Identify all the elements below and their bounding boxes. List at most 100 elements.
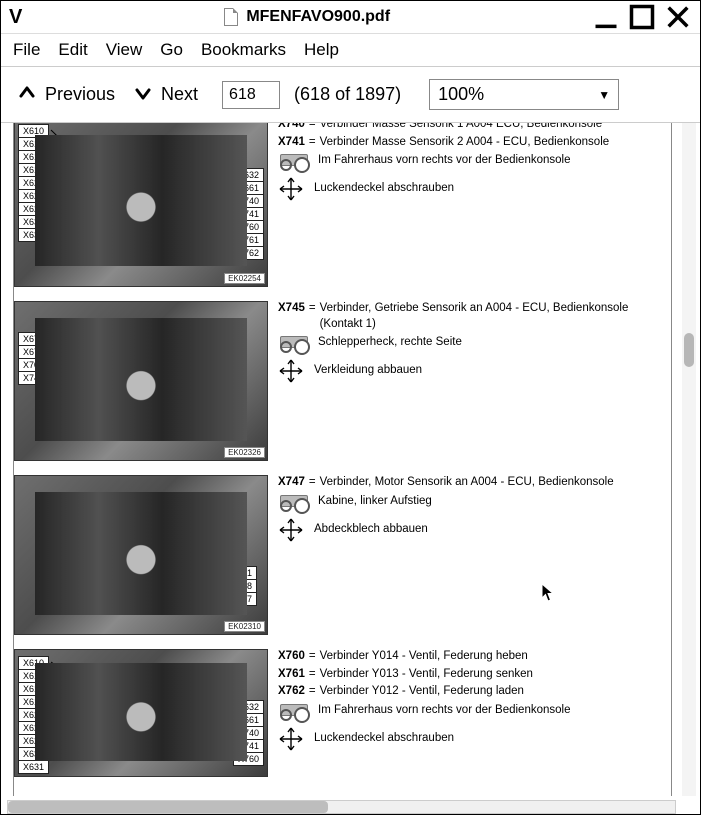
connector-row: X747=Verbinder, Motor Sensorik an A004 -…: [278, 475, 669, 491]
callout-label: X627: [18, 202, 49, 216]
callout-labels-right: X671X698X747: [226, 566, 257, 605]
callout-label: X613: [18, 682, 49, 696]
next-button[interactable]: Next: [161, 84, 198, 105]
diagram-figure: X610X611X613X619X620X621X627X630X631 X632…: [14, 649, 268, 777]
tractor-icon: [278, 152, 308, 170]
callout-label: X703: [18, 358, 49, 372]
equals-sign: =: [309, 123, 316, 133]
callout-label: X620: [18, 708, 49, 722]
callout-label: X698: [226, 579, 257, 593]
move-icon: [278, 726, 304, 752]
location-row: Kabine, linker Aufstieg: [278, 493, 669, 511]
location-row: Im Fahrerhaus vorn rechts vor der Bedien…: [278, 702, 669, 720]
connector-row: X745=Verbinder, Getriebe Sensorik an A00…: [278, 301, 669, 332]
callout-label: X740: [233, 726, 264, 740]
callout-label: X611: [18, 669, 49, 683]
close-button[interactable]: [664, 5, 692, 29]
location-text: Kabine, linker Aufstieg: [318, 494, 432, 510]
prev-icon[interactable]: [17, 84, 37, 105]
equals-sign: =: [309, 135, 316, 151]
content-entry: X676X677X703X745 EK02326 X745=Verbinder, G…: [14, 297, 671, 471]
menu-view[interactable]: View: [106, 40, 143, 60]
move-icon: [278, 517, 304, 543]
minimize-button[interactable]: [592, 5, 620, 29]
connector-desc: Verbinder Y012 - Ventil, Federung laden: [320, 684, 669, 700]
page-input[interactable]: [222, 81, 280, 109]
connector-desc: Verbinder, Motor Sensorik an A004 - ECU,…: [320, 475, 669, 491]
dropdown-caret-icon: ▼: [598, 88, 610, 102]
toolbar: Previous Next (618 of 1897) 100% ▼: [1, 67, 700, 123]
callout-label: X631: [18, 228, 49, 242]
location-row: Schlepperheck, rechte Seite: [278, 334, 669, 352]
action-text: Verkleidung abbauen: [314, 363, 422, 379]
callout-label: X631: [18, 760, 49, 774]
hscroll-thumb[interactable]: [8, 801, 328, 813]
entry-description: X760=Verbinder Y014 - Ventil, Federung h…: [278, 649, 669, 777]
callout-label: X632: [233, 168, 264, 182]
callout-label: X761: [233, 233, 264, 247]
connector-row: X741=Verbinder Masse Sensorik 2 A004 - E…: [278, 135, 669, 151]
diagram-figure: X671X698X747EK02310: [14, 475, 268, 635]
callout-label: X671: [226, 566, 257, 580]
connector-desc: Verbinder Y014 - Ventil, Federung heben: [320, 649, 669, 665]
callout-label: X621: [18, 189, 49, 203]
callout-label: X620: [18, 176, 49, 190]
callout-labels-right: X632X661X740X741X760: [233, 700, 264, 765]
callout-label: X740: [233, 194, 264, 208]
menu-help[interactable]: Help: [304, 40, 339, 60]
connector-code: X741: [278, 135, 305, 151]
connector-desc: Verbinder Y013 - Ventil, Federung senken: [320, 667, 669, 683]
tractor-icon: [278, 702, 308, 720]
action-text: Luckendeckel abschrauben: [314, 181, 454, 197]
figure-id: EK02326: [224, 447, 265, 458]
callout-label: X745: [18, 371, 49, 385]
callout-label: X760: [233, 220, 264, 234]
equals-sign: =: [309, 475, 316, 491]
tractor-icon: [278, 334, 308, 352]
diagram-figure: X610X611X613X619X620X621X627X630X631X632…: [14, 123, 268, 287]
maximize-button[interactable]: [628, 5, 656, 29]
vscroll-thumb[interactable]: [684, 333, 694, 367]
vertical-scrollbar[interactable]: [682, 123, 696, 796]
callout-label: X627: [18, 734, 49, 748]
content-entry: X610X611X613X619X620X621X627X630X631 X632…: [14, 645, 671, 787]
connector-desc: Verbinder Masse Sensorik 1 A004 ECU, Bed…: [320, 123, 669, 133]
zoom-select[interactable]: 100% ▼: [429, 79, 619, 110]
callout-label: X760: [233, 752, 264, 766]
content-entry: X671X698X747EK02310X747=Verbinder, Motor…: [14, 471, 671, 645]
callout-label: X747: [226, 592, 257, 606]
connector-code: X760: [278, 649, 305, 665]
connector-code: X747: [278, 475, 305, 491]
location-row: Im Fahrerhaus vorn rechts vor der Bedien…: [278, 152, 669, 170]
callout-label: X676: [18, 332, 49, 346]
menu-file[interactable]: File: [13, 40, 40, 60]
prev-button[interactable]: Previous: [45, 84, 115, 105]
location-text: Schlepperheck, rechte Seite: [318, 335, 462, 351]
callout-labels-left: X610X611X613X619X620X621X627X630X631: [18, 656, 49, 773]
callout-labels-left: X676X677X703X745: [18, 332, 49, 384]
app-icon: V: [9, 6, 22, 29]
callout-label: X677: [18, 345, 49, 359]
action-row: Luckendeckel abschrauben: [278, 176, 669, 202]
horizontal-scrollbar[interactable]: [7, 800, 676, 814]
connector-desc: Verbinder Masse Sensorik 2 A004 - ECU, B…: [320, 135, 669, 151]
callout-label: X741: [233, 739, 264, 753]
callout-label: X619: [18, 163, 49, 177]
action-row: Abdeckblech abbauen: [278, 517, 669, 543]
menu-bookmarks[interactable]: Bookmarks: [201, 40, 286, 60]
menu-go[interactable]: Go: [160, 40, 183, 60]
callout-label: X741: [233, 207, 264, 221]
menu-edit[interactable]: Edit: [58, 40, 87, 60]
connector-code: X740: [278, 123, 305, 133]
entry-description: X747=Verbinder, Motor Sensorik an A004 -…: [278, 475, 669, 635]
content-entry: X610X611X613X619X620X621X627X630X631X632…: [14, 123, 671, 297]
move-icon: [278, 176, 304, 202]
next-icon[interactable]: [133, 84, 153, 105]
connector-row: X761=Verbinder Y013 - Ventil, Federung s…: [278, 667, 669, 683]
connector-desc: Verbinder, Getriebe Sensorik an A004 - E…: [320, 301, 669, 332]
connector-row: X740 = Verbinder Masse Sensorik 1 A004 ECU…: [278, 123, 669, 133]
action-row: Verkleidung abbauen: [278, 358, 669, 384]
move-icon: [278, 358, 304, 384]
pdf-page[interactable]: X610X611X613X619X620X621X627X630X631 X632…: [13, 123, 672, 796]
callout-label: X613: [18, 150, 49, 164]
